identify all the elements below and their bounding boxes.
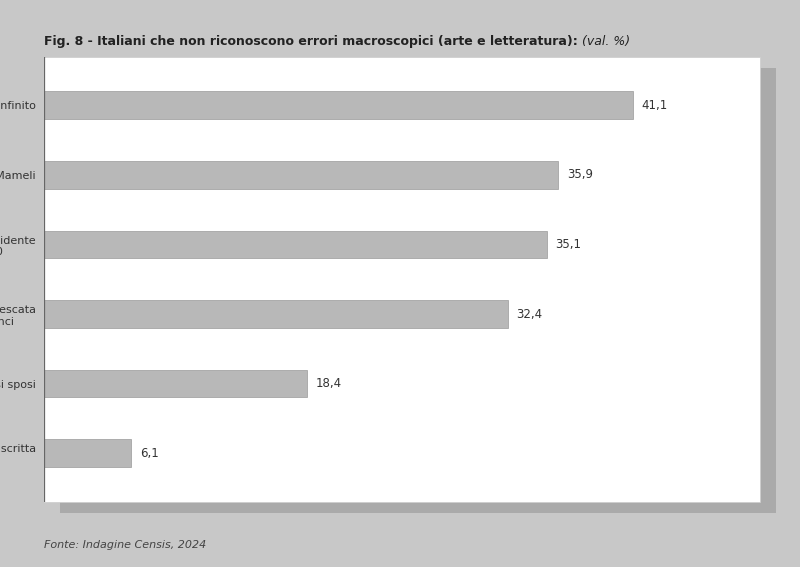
Bar <box>44 91 633 119</box>
Text: 35,9: 35,9 <box>566 168 593 181</box>
Bar <box>44 161 558 189</box>
Text: 32,4: 32,4 <box>517 307 542 320</box>
Text: (val. %): (val. %) <box>578 35 630 48</box>
Text: Fig. 8 - Italiani che non riconoscono errori macroscopici (arte e letteratura):: Fig. 8 - Italiani che non riconoscono er… <box>44 35 578 48</box>
Bar <box>44 370 307 397</box>
Text: Fonte: Indagine Censis, 2024: Fonte: Indagine Censis, 2024 <box>44 540 206 550</box>
Text: 41,1: 41,1 <box>641 99 667 112</box>
Bar <box>44 300 508 328</box>
Text: 18,4: 18,4 <box>316 377 342 390</box>
Bar <box>44 231 546 259</box>
Text: 35,1: 35,1 <box>555 238 582 251</box>
Bar <box>44 439 131 467</box>
Text: 6,1: 6,1 <box>140 447 158 460</box>
